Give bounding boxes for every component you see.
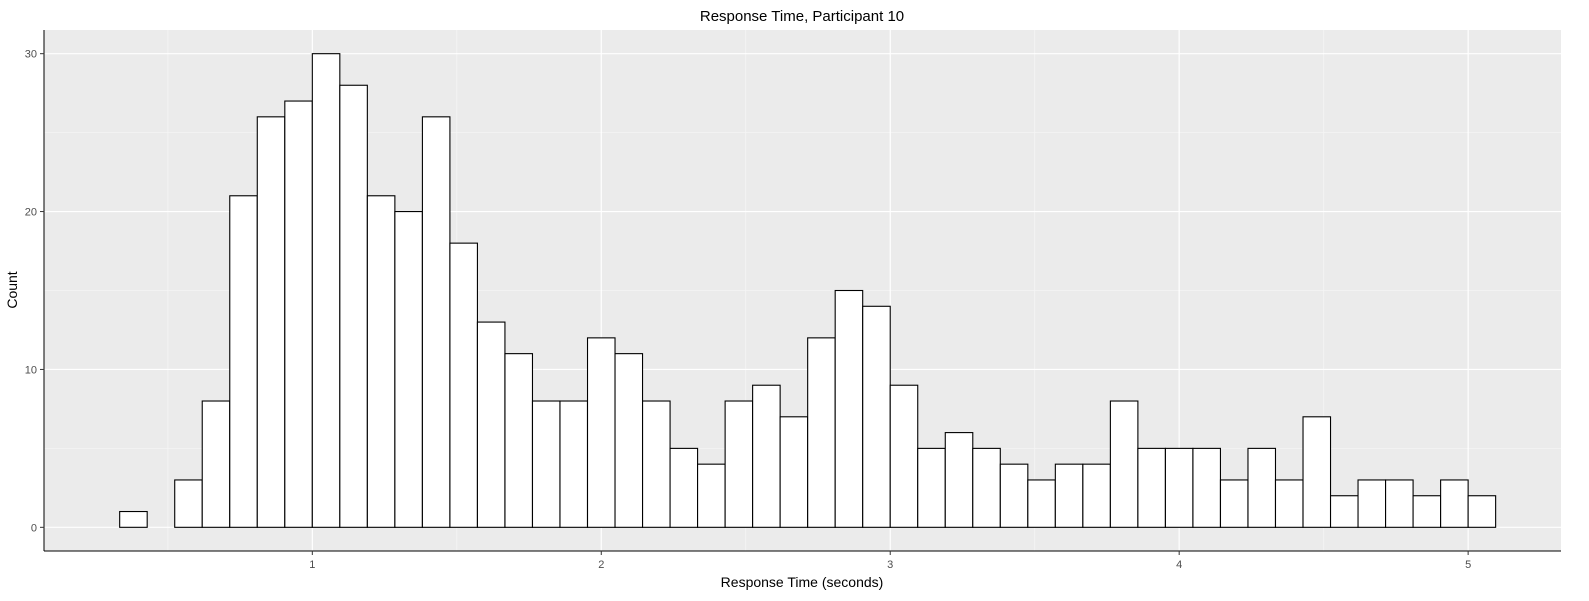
histogram-bar <box>779 416 809 528</box>
histogram-bar <box>1274 479 1304 528</box>
histogram-bar <box>394 211 423 528</box>
histogram-bar <box>724 400 754 528</box>
histogram-bar <box>1137 447 1166 528</box>
histogram-bar <box>917 447 946 528</box>
histogram-bar <box>229 195 258 528</box>
chart-title: Response Time, Participant 10 <box>700 8 904 25</box>
histogram-bar <box>972 447 1001 528</box>
histogram-bar <box>1329 495 1359 528</box>
y-axis-title: Count <box>4 271 20 308</box>
histogram-bar <box>449 242 478 528</box>
histogram-bar <box>642 400 671 528</box>
histogram-bar <box>1412 495 1442 528</box>
histogram-bar <box>504 353 534 528</box>
x-tick-label: 3 <box>887 559 893 571</box>
x-tick-label: 5 <box>1465 559 1471 571</box>
histogram-bar <box>174 479 203 528</box>
histogram-bar <box>559 400 589 528</box>
x-tick-label: 4 <box>1176 559 1182 571</box>
histogram-bar <box>697 463 726 528</box>
histogram-bar <box>1440 479 1469 528</box>
histogram-bar <box>1082 463 1111 528</box>
histogram-bar <box>1027 479 1056 528</box>
histogram-bar <box>531 400 561 528</box>
y-tick-label: 30 <box>25 49 37 61</box>
histogram-bar <box>311 53 341 528</box>
histogram-bar <box>1385 479 1414 528</box>
histogram-bar <box>1192 447 1221 528</box>
histogram-bar <box>339 84 368 528</box>
y-tick-label: 10 <box>25 364 37 376</box>
histogram-bar <box>284 100 313 528</box>
histogram-bar <box>476 321 506 528</box>
x-axis-title: Response Time (seconds) <box>721 574 884 590</box>
histogram-bar <box>1302 416 1332 528</box>
y-axis-ticks: 0 10 20 30 <box>25 49 44 534</box>
histogram-bar <box>1467 495 1497 528</box>
histogram-bar <box>999 463 1029 528</box>
x-axis-ticks: 1 2 3 4 5 <box>309 551 1471 571</box>
histogram-bar <box>586 337 616 528</box>
histogram-bar <box>944 432 974 528</box>
histogram-bar <box>421 116 451 528</box>
x-tick-label: 1 <box>309 559 315 571</box>
histogram-bars <box>119 53 1497 528</box>
histogram-bar <box>366 195 396 528</box>
histogram-bar <box>807 337 836 528</box>
histogram-bar <box>256 116 286 528</box>
histogram-bar <box>889 384 919 528</box>
histogram-bar <box>1164 447 1194 528</box>
histogram-bar <box>1054 463 1084 528</box>
histogram-bar <box>669 447 699 528</box>
histogram-bar <box>862 305 891 528</box>
histogram-bar <box>1219 479 1249 528</box>
y-tick-label: 20 <box>25 207 37 219</box>
histogram-bar <box>834 289 864 528</box>
histogram-bar <box>119 510 148 528</box>
histogram-bar <box>1247 447 1277 528</box>
histogram-bar <box>1357 479 1387 528</box>
histogram-bar <box>614 353 644 528</box>
histogram-bar <box>752 384 781 528</box>
x-tick-label: 2 <box>598 559 604 571</box>
histogram-bar <box>1109 400 1139 528</box>
histogram-bar <box>201 400 231 528</box>
y-tick-label: 0 <box>31 522 37 534</box>
